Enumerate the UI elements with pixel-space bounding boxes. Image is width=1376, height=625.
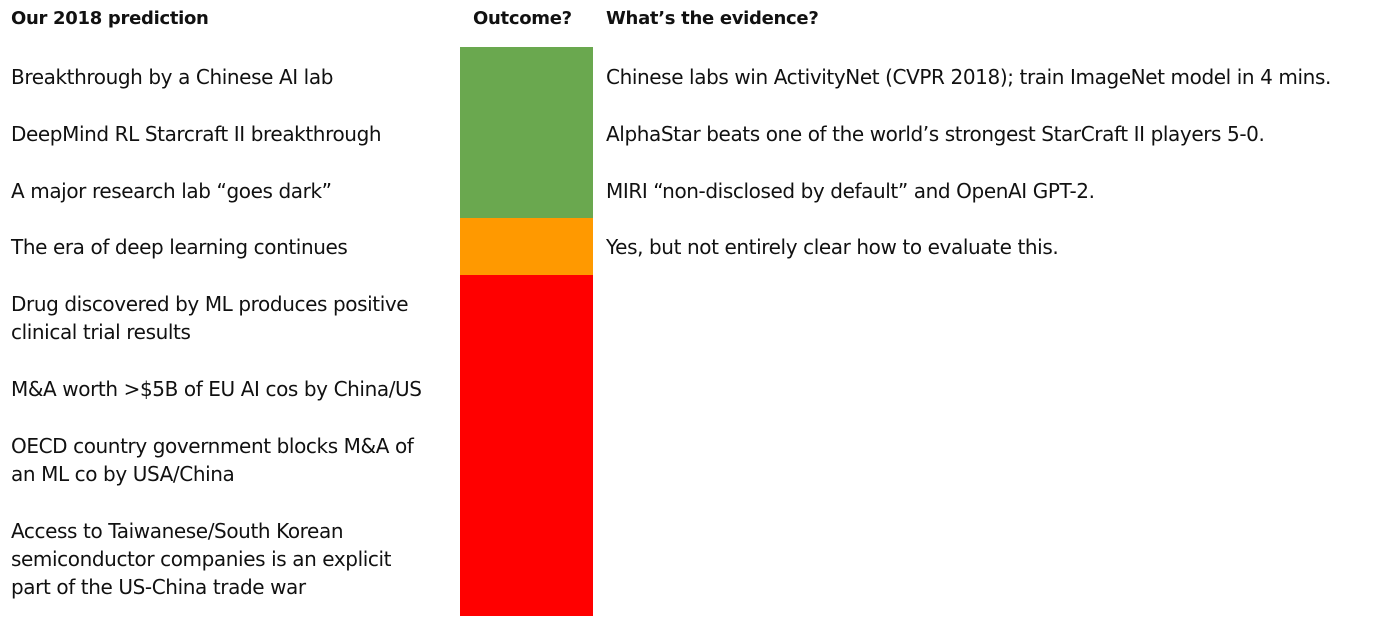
prediction-text: Access to Taiwanese/South Korean [11, 519, 344, 543]
evidence-row-4: Yes, but not entirely clear how to evalu… [606, 235, 1059, 259]
prediction-text: DeepMind RL Starcraft II breakthrough [11, 122, 382, 146]
prediction-row-1: Breakthrough by a Chinese AI lab [11, 63, 333, 91]
prediction-row-4: The era of deep learning continues [11, 233, 348, 261]
prediction-text: part of the US-China trade war [11, 575, 306, 599]
prediction-row-7: OECD country government blocks M&A of an… [11, 432, 414, 488]
header-outcome: Outcome? [473, 8, 572, 29]
prediction-text: Breakthrough by a Chinese AI lab [11, 65, 333, 89]
prediction-text: OECD country government blocks M&A of [11, 434, 414, 458]
prediction-text: an ML co by USA/China [11, 462, 235, 486]
prediction-row-6: M&A worth >$5B of EU AI cos by China/US [11, 375, 422, 403]
outcome-bar-orange [460, 218, 593, 275]
prediction-text: semiconductor companies is an explicit [11, 547, 392, 571]
prediction-row-3: A major research lab “goes dark” [11, 177, 332, 205]
evidence-row-1: Chinese labs win ActivityNet (CVPR 2018)… [606, 65, 1331, 89]
prediction-text: clinical trial results [11, 320, 191, 344]
prediction-row-2: DeepMind RL Starcraft II breakthrough [11, 120, 382, 148]
prediction-row-8: Access to Taiwanese/South Korean semicon… [11, 517, 391, 601]
prediction-row-5: Drug discovered by ML produces positive … [11, 290, 409, 346]
outcome-bar-red [460, 275, 593, 616]
evidence-row-3: MIRI “non-disclosed by default” and Open… [606, 179, 1095, 203]
prediction-text: A major research lab “goes dark” [11, 179, 332, 203]
prediction-text: Drug discovered by ML produces positive [11, 292, 409, 316]
evidence-row-2: AlphaStar beats one of the world’s stron… [606, 122, 1265, 146]
prediction-text: The era of deep learning continues [11, 235, 348, 259]
header-evidence: What’s the evidence? [606, 8, 819, 29]
outcome-bar-green [460, 47, 593, 218]
header-prediction: Our 2018 prediction [11, 8, 209, 29]
prediction-text: M&A worth >$5B of EU AI cos by China/US [11, 377, 422, 401]
